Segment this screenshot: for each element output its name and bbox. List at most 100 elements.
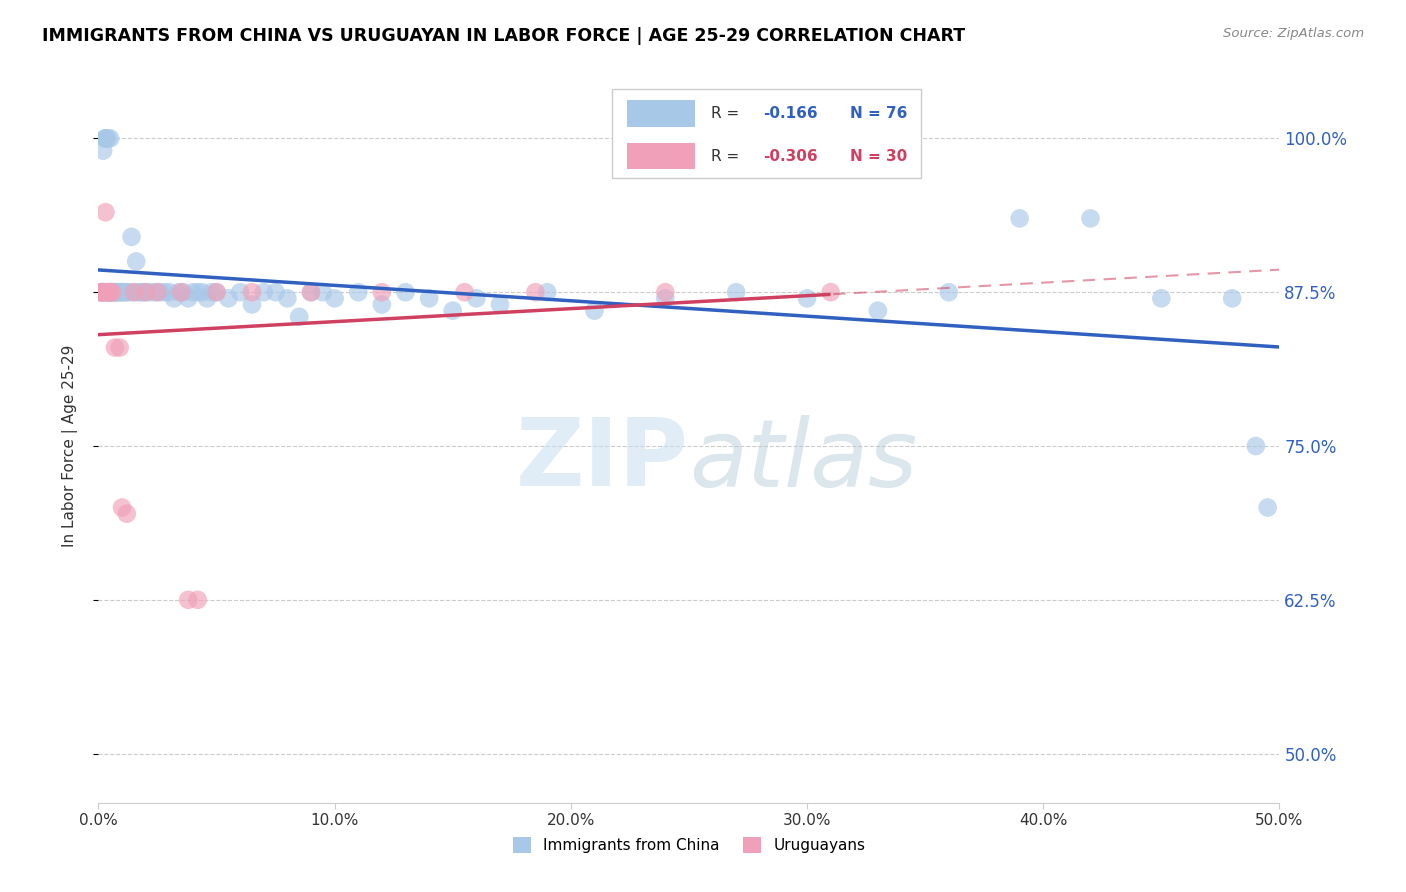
Point — [418, 291, 440, 305]
Point — [264, 285, 287, 300]
Point — [201, 285, 224, 300]
Point — [112, 285, 135, 300]
Point — [866, 303, 889, 318]
Point — [312, 285, 335, 300]
Point — [98, 285, 121, 300]
Point — [149, 285, 172, 300]
Point — [654, 285, 676, 300]
Point — [94, 131, 117, 145]
Point — [115, 285, 138, 300]
Text: N = 76: N = 76 — [849, 106, 907, 120]
Point — [97, 285, 120, 300]
Point — [191, 285, 214, 300]
Point — [111, 285, 134, 300]
Point — [938, 285, 960, 300]
Point — [91, 285, 114, 300]
Point — [111, 500, 134, 515]
Point — [135, 285, 157, 300]
Point — [122, 285, 145, 300]
Point — [177, 291, 200, 305]
Point — [524, 285, 547, 300]
Point — [98, 285, 121, 300]
Point — [187, 592, 209, 607]
Point — [128, 285, 150, 300]
Point — [101, 285, 124, 300]
Point — [205, 285, 228, 300]
Point — [97, 285, 120, 300]
Y-axis label: In Labor Force | Age 25-29: In Labor Force | Age 25-29 — [62, 345, 77, 547]
Point — [163, 291, 186, 305]
Point — [820, 285, 842, 300]
Legend: Immigrants from China, Uruguayans: Immigrants from China, Uruguayans — [506, 831, 872, 859]
Point — [98, 285, 121, 300]
Point — [1150, 291, 1173, 305]
Point — [253, 285, 276, 300]
Point — [129, 285, 152, 300]
Point — [489, 297, 512, 311]
Bar — [627, 100, 695, 127]
Point — [125, 254, 148, 268]
Point — [299, 285, 322, 300]
Point — [146, 285, 169, 300]
Point — [1008, 211, 1031, 226]
Point — [122, 285, 145, 300]
Point — [105, 285, 128, 300]
Text: N = 30: N = 30 — [849, 149, 907, 163]
Point — [97, 131, 120, 145]
Point — [135, 285, 157, 300]
Point — [177, 592, 200, 607]
Text: IMMIGRANTS FROM CHINA VS URUGUAYAN IN LABOR FORCE | AGE 25-29 CORRELATION CHART: IMMIGRANTS FROM CHINA VS URUGUAYAN IN LA… — [42, 27, 966, 45]
Point — [98, 131, 121, 145]
Point — [105, 285, 128, 300]
Point — [1244, 439, 1267, 453]
Point — [347, 285, 370, 300]
Point — [181, 285, 204, 300]
Point — [1080, 211, 1102, 226]
Point — [104, 341, 127, 355]
Point — [104, 285, 127, 300]
Point — [94, 131, 117, 145]
Point — [111, 285, 134, 300]
Point — [1257, 500, 1279, 515]
Point — [91, 285, 114, 300]
Point — [108, 285, 131, 300]
Point — [205, 285, 228, 300]
Text: -0.166: -0.166 — [763, 106, 818, 120]
Point — [104, 285, 127, 300]
Point — [97, 285, 120, 300]
Point — [91, 285, 114, 300]
Point — [98, 285, 121, 300]
Text: atlas: atlas — [689, 415, 917, 506]
Point — [94, 205, 117, 219]
Bar — [627, 143, 695, 169]
Text: R =: R = — [710, 149, 744, 163]
Point — [217, 291, 239, 305]
Point — [240, 285, 263, 300]
Point — [90, 285, 112, 300]
Point — [725, 285, 748, 300]
Point — [101, 285, 124, 300]
Point — [195, 291, 218, 305]
Point — [90, 285, 112, 300]
Point — [90, 285, 112, 300]
Point — [94, 131, 117, 145]
Point — [91, 285, 114, 300]
Point — [323, 291, 346, 305]
Point — [132, 285, 155, 300]
Point — [371, 285, 394, 300]
Point — [153, 285, 176, 300]
Point — [240, 297, 263, 311]
Point — [170, 285, 193, 300]
Point — [167, 285, 190, 300]
Text: Source: ZipAtlas.com: Source: ZipAtlas.com — [1223, 27, 1364, 40]
Point — [97, 285, 120, 300]
Text: R =: R = — [710, 106, 744, 120]
Point — [94, 285, 117, 300]
Point — [1220, 291, 1243, 305]
Point — [108, 341, 131, 355]
Point — [453, 285, 475, 300]
Text: ZIP: ZIP — [516, 414, 689, 507]
Point — [299, 285, 322, 300]
Point — [139, 285, 162, 300]
Point — [441, 303, 464, 318]
